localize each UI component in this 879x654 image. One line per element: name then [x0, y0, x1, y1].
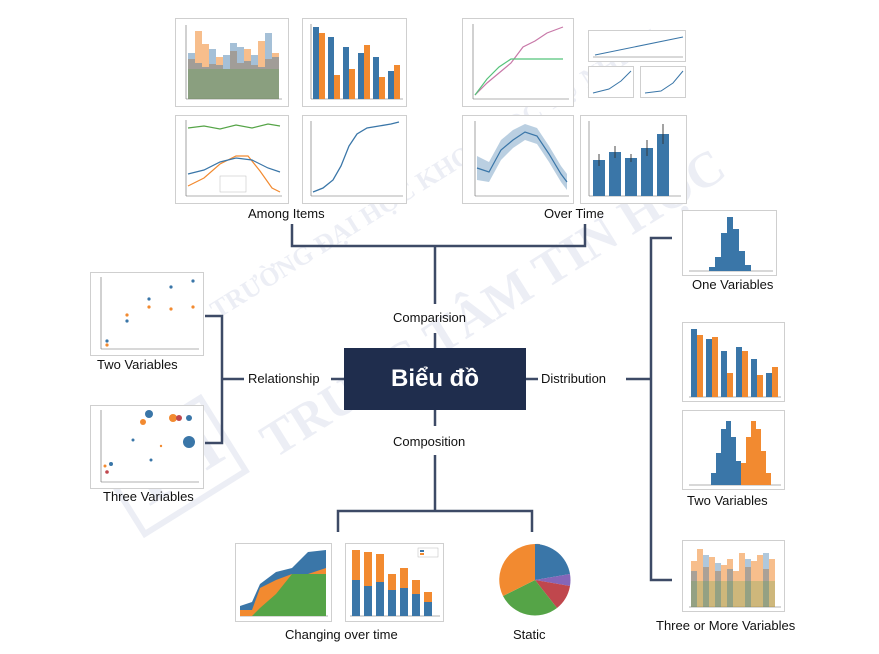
thumb-s-curve-line — [302, 115, 407, 204]
label-among-items: Among Items — [248, 206, 325, 221]
label-two-variables-distribution: Two Variables — [687, 493, 768, 508]
branch-relationship: Relationship — [248, 371, 320, 386]
branch-composition: Composition — [393, 434, 466, 449]
branch-comparison: Comparision — [393, 310, 466, 325]
label-one-variable-distribution: One Variables — [692, 277, 774, 292]
thumb-multi-line — [175, 115, 289, 204]
thumb-grouped-bar — [302, 18, 407, 107]
label-three-variables-relationship: Three Variables — [103, 489, 194, 504]
thumb-error-bar — [580, 115, 687, 204]
thumb-time-line-small-3 — [640, 66, 686, 98]
thumb-overlapping-histogram — [175, 18, 289, 107]
branch-distribution: Distribution — [541, 371, 607, 386]
thumb-stacked-area — [235, 543, 332, 622]
thumb-confidence-band — [462, 115, 574, 204]
label-static: Static — [513, 627, 546, 642]
thumb-overlapping-histogram-distribution — [682, 540, 785, 612]
thumb-time-line-small-1 — [588, 30, 686, 62]
thumb-bubble — [90, 405, 204, 489]
thumb-time-line — [462, 18, 574, 107]
center-title: Biểu đồ — [391, 365, 479, 392]
label-changing-over-time: Changing over time — [285, 627, 398, 642]
thumb-two-histograms — [682, 410, 785, 490]
thumb-pie — [495, 540, 575, 620]
label-three-more-distribution: Three or More Variables — [656, 618, 796, 633]
label-over-time: Over Time — [544, 206, 604, 221]
thumb-stacked-bar — [345, 543, 444, 622]
thumb-scatter — [90, 272, 204, 356]
label-two-variables-relationship: Two Variables — [97, 357, 178, 372]
center-node: Biểu đồ — [344, 348, 526, 410]
thumb-time-line-small-2 — [588, 66, 634, 98]
thumb-single-histogram — [682, 210, 777, 276]
thumb-grouped-bar-distribution — [682, 322, 785, 402]
